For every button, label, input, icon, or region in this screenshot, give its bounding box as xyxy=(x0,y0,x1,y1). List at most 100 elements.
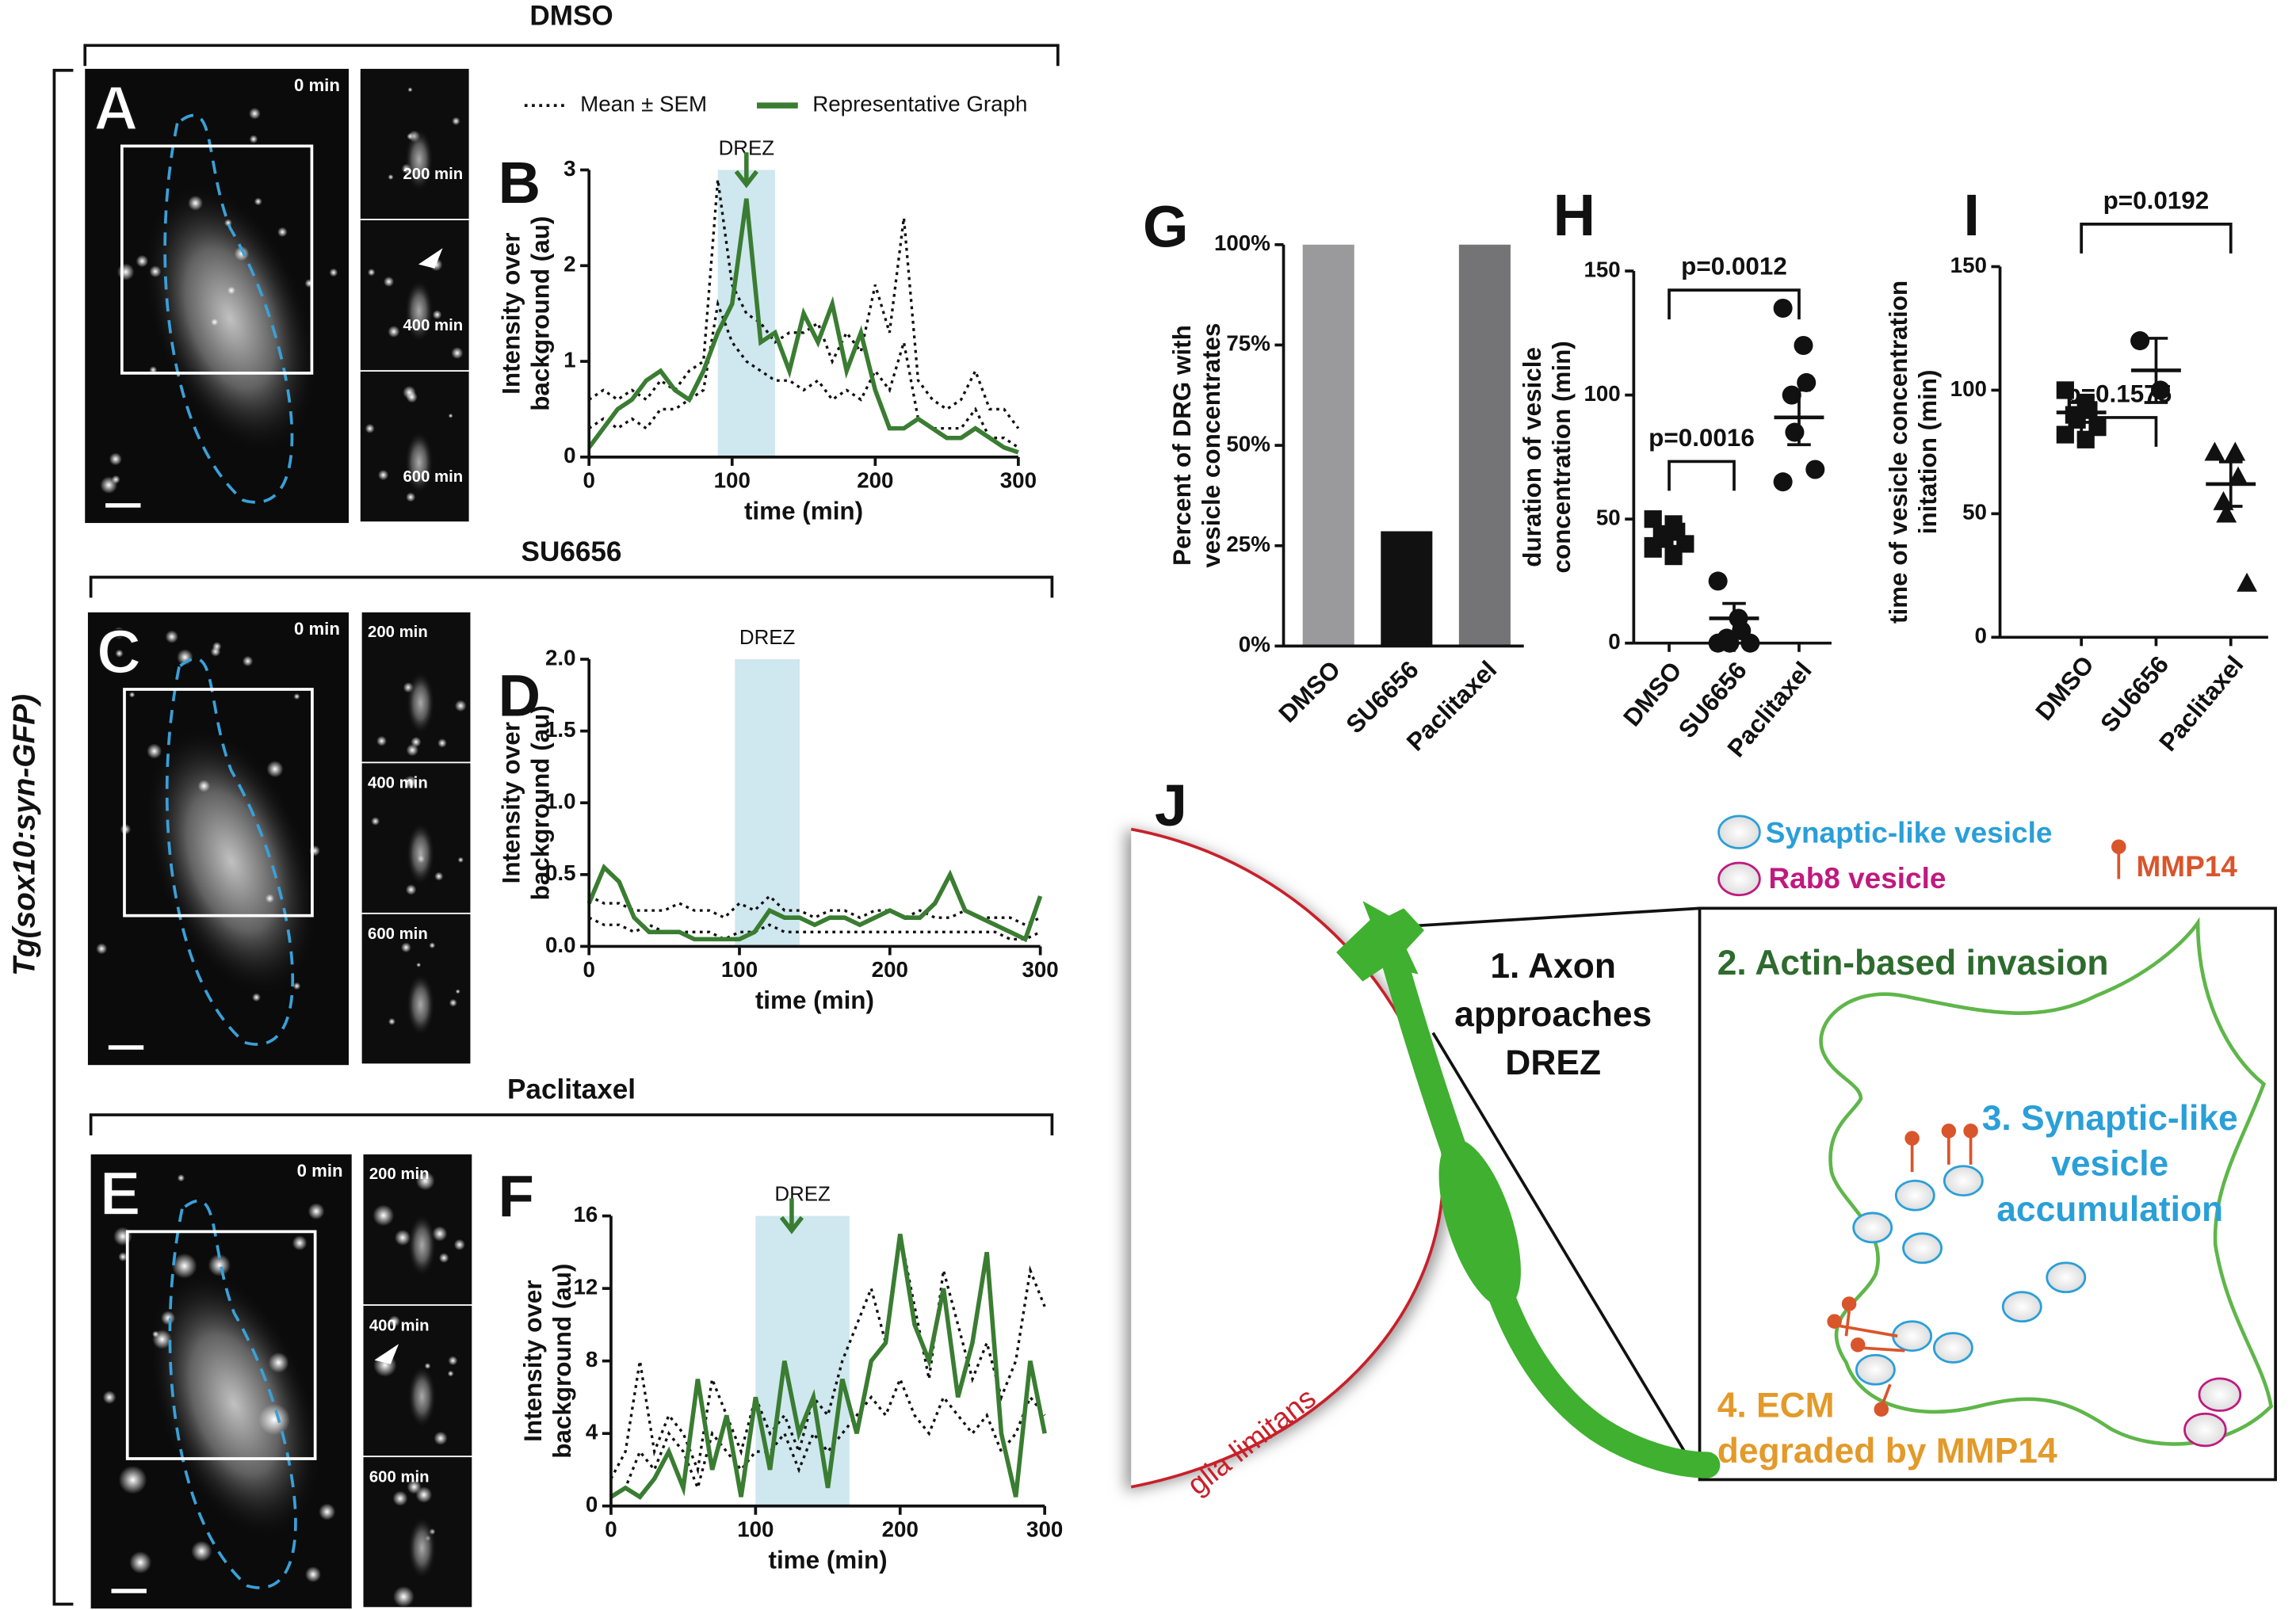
step-text: degraded by MMP14 xyxy=(1717,1432,2057,1471)
fluorescent-spot xyxy=(265,894,275,903)
fluorescent-spot xyxy=(394,1229,411,1246)
x-tick-label: 200 xyxy=(857,468,893,493)
inset-time-label: 600 min xyxy=(403,468,463,486)
data-point xyxy=(1644,540,1662,558)
y-tick-label: 50 xyxy=(1962,500,1987,525)
y-tick-label: 1.5 xyxy=(545,717,576,742)
x-tick-label: 0 xyxy=(605,1517,617,1541)
mmp14-pins xyxy=(1827,839,2126,1417)
x-tick-label: DMSO xyxy=(1274,655,1346,727)
fluorescent-spot xyxy=(416,962,422,967)
data-point xyxy=(1708,571,1728,591)
x-axis-label: time (min) xyxy=(755,986,874,1014)
y-tick-label: 8 xyxy=(586,1347,598,1372)
data-point xyxy=(1797,372,1817,392)
significance-bracket xyxy=(1668,460,1736,491)
fluorescent-spot xyxy=(434,872,444,881)
error-bar xyxy=(2144,337,2168,404)
step-text: accumulation xyxy=(1996,1190,2223,1229)
fluorescent-spot xyxy=(268,1352,289,1373)
y-axis-label: background (au) xyxy=(548,1264,576,1459)
y-tick-label: 100 xyxy=(1950,376,1987,401)
inset-cell xyxy=(407,1516,437,1581)
legend-rab8-icon xyxy=(1717,861,1761,897)
fluorescent-spot xyxy=(277,227,288,238)
legend-label: MMP14 xyxy=(2136,850,2237,883)
y-tick-label: 3 xyxy=(563,156,575,181)
vesicle xyxy=(1932,1332,1973,1364)
data-point xyxy=(1805,460,1825,479)
fluorescent-spot xyxy=(191,1540,212,1562)
drez-label: DREZ xyxy=(739,627,795,649)
step-text: vesicle xyxy=(2051,1144,2168,1183)
fluorescent-spot xyxy=(102,1391,117,1404)
y-axis-label: duration of vesicle xyxy=(1519,347,1546,567)
fluorescent-spot xyxy=(266,761,284,778)
condition-title: SU6656 xyxy=(521,536,622,567)
inset-time-label: 200 min xyxy=(403,166,463,183)
fluorescent-spot xyxy=(308,1203,325,1220)
inset-arrow xyxy=(374,1344,399,1364)
bar xyxy=(1458,244,1511,647)
sem-line xyxy=(588,299,1019,449)
synaptic-vesicles xyxy=(1852,1165,2087,1386)
cell-outline xyxy=(168,1199,297,1589)
panel-letter: A xyxy=(94,74,138,143)
fluorescent-spot xyxy=(292,982,301,990)
inset-time-label: 400 min xyxy=(403,317,463,334)
fluorescent-spot xyxy=(210,647,221,657)
fluorescent-spot xyxy=(242,655,254,667)
x-tick-label: 0 xyxy=(583,957,594,982)
fluorescent-spot xyxy=(388,174,394,180)
fluorescent-spot xyxy=(457,857,464,863)
fluorescent-spot xyxy=(208,1253,231,1276)
cell-body xyxy=(145,1265,323,1543)
fluorescent-spot xyxy=(406,743,418,757)
step-text: 2. Actin-based invasion xyxy=(1717,944,2109,982)
diagram xyxy=(1125,815,2277,1492)
p-value: p=0.0012 xyxy=(1681,253,1787,280)
fluorescent-spot xyxy=(452,116,460,126)
fluorescent-spot xyxy=(171,1253,197,1279)
cell-outline xyxy=(165,657,295,1046)
panel-letter: J xyxy=(1155,773,1187,838)
y-tick-label: 150 xyxy=(1950,253,1987,277)
inset-cell xyxy=(404,429,434,495)
data-point xyxy=(1740,633,1760,653)
drez-band xyxy=(735,659,800,947)
fluorescent-spot xyxy=(113,1227,132,1246)
y-axis-label: vesicle concentrates xyxy=(1198,322,1225,567)
fluorescent-spot xyxy=(392,1490,408,1506)
data-point xyxy=(2237,572,2258,592)
fluorescent-spot xyxy=(152,1330,159,1338)
fluorescent-spot xyxy=(407,87,413,93)
data-point xyxy=(2076,430,2095,448)
fluorescent-spot xyxy=(227,286,235,295)
micrograph xyxy=(90,1154,472,1609)
y-tick-label: 100% xyxy=(1214,231,1270,255)
fluorescent-spot xyxy=(329,268,338,277)
y-tick-label: 16 xyxy=(573,1202,598,1227)
y-tick-label: 25% xyxy=(1226,532,1270,556)
fluorescent-spot xyxy=(429,942,436,949)
error-bar xyxy=(1722,601,1746,635)
inset-cell xyxy=(406,972,436,1037)
inset-time-label: 600 min xyxy=(368,925,428,943)
significance-bracket xyxy=(1668,288,1801,320)
x-tick-label: 300 xyxy=(1000,468,1037,493)
x-tick-label: 100 xyxy=(737,1517,774,1541)
legend-label: Synaptic-like vesicle xyxy=(1766,817,2053,849)
significance-bracket xyxy=(2080,223,2233,254)
condition-title: Paclitaxel xyxy=(507,1074,636,1105)
fluorescent-spot xyxy=(372,1204,395,1227)
time-label: 0 min xyxy=(297,1161,343,1181)
fluorescent-spot xyxy=(165,630,178,643)
fluorescent-spot xyxy=(367,268,376,277)
data-point xyxy=(2204,441,2225,461)
y-tick-label: 0 xyxy=(1608,629,1620,654)
inset-cell xyxy=(406,670,436,735)
inset-time-label: 400 min xyxy=(369,1317,430,1334)
fluorescent-spot xyxy=(377,469,389,481)
error-bar xyxy=(2218,460,2243,508)
fluorescent-spot xyxy=(304,1566,322,1583)
